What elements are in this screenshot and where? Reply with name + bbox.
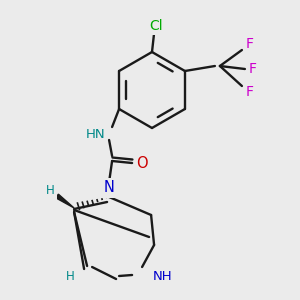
Text: H: H — [66, 271, 74, 284]
Text: N: N — [104, 181, 115, 196]
Text: F: F — [246, 85, 254, 99]
Text: H: H — [46, 184, 55, 197]
Text: F: F — [249, 62, 257, 76]
Text: NH: NH — [153, 271, 173, 284]
Polygon shape — [56, 194, 74, 208]
Text: HN: HN — [85, 128, 105, 142]
Text: Cl: Cl — [149, 19, 163, 33]
Text: O: O — [136, 155, 148, 170]
Text: F: F — [246, 37, 254, 51]
